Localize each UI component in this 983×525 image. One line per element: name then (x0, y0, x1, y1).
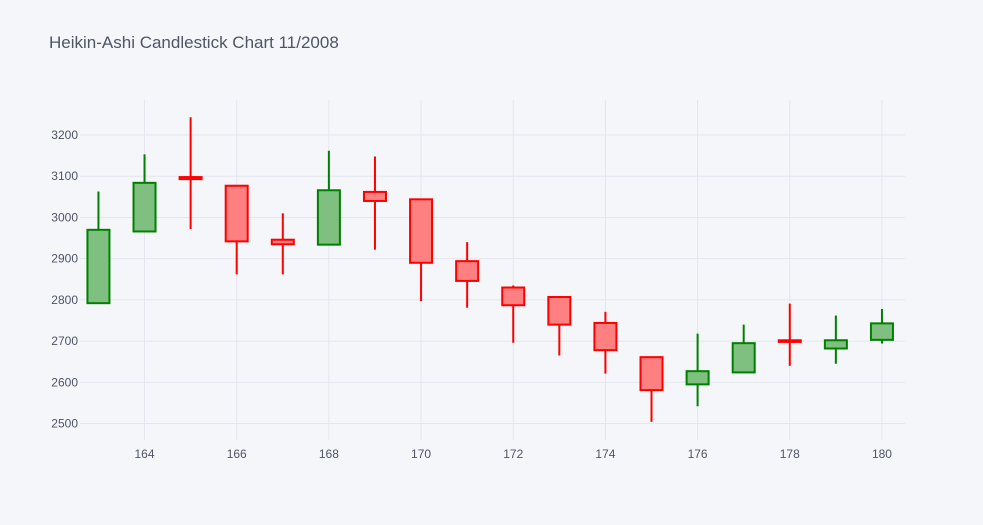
chart-title: Heikin-Ashi Candlestick Chart 11/2008 (49, 33, 339, 52)
candle-body (270, 238, 295, 246)
candle-body (316, 189, 341, 246)
candle-body (224, 184, 249, 243)
y-tick-label: 3100 (51, 169, 78, 183)
x-tick-label: 168 (319, 447, 339, 461)
candle-body (823, 339, 848, 350)
x-tick-label: 164 (135, 447, 155, 461)
candle-body (132, 181, 157, 233)
x-tick-label: 174 (595, 447, 615, 461)
candle-body (731, 342, 756, 374)
candle-body (409, 198, 434, 264)
candle-body (178, 176, 203, 181)
candle-body (547, 295, 572, 326)
y-tick-label: 2500 (51, 417, 78, 431)
candle-body (685, 370, 710, 386)
candle-body (869, 322, 894, 341)
y-tick-label: 2900 (51, 252, 78, 266)
y-tick-label: 2600 (51, 375, 78, 389)
candle-body (639, 356, 664, 392)
candle-body (455, 260, 480, 282)
x-tick-label: 170 (411, 447, 431, 461)
candle-body (501, 286, 526, 307)
x-tick-label: 178 (780, 447, 800, 461)
x-tick-label: 172 (503, 447, 523, 461)
y-tick-label: 2700 (51, 334, 78, 348)
x-tick-label: 180 (872, 447, 892, 461)
y-tick-label: 3200 (51, 128, 78, 142)
x-tick-label: 166 (227, 447, 247, 461)
candle-body (362, 190, 387, 202)
candle-body (777, 339, 802, 343)
candle-body (593, 321, 618, 352)
y-tick-label: 3000 (51, 210, 78, 224)
candle-body (86, 228, 111, 305)
x-tick-label: 176 (688, 447, 708, 461)
y-tick-label: 2800 (51, 293, 78, 307)
